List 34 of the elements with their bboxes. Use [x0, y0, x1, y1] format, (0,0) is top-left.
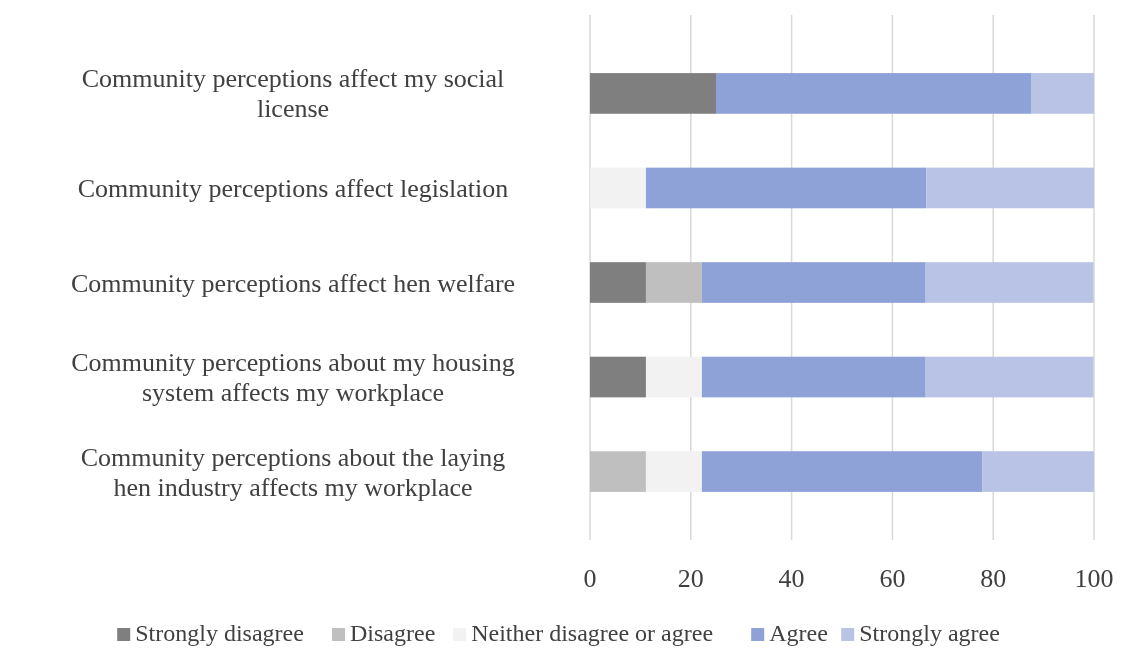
bar: [925, 356, 1094, 398]
legend-label: Neither disagree or agree: [471, 620, 714, 646]
y-tick-label: Community perceptions about my housing system affects my workplace: [71, 348, 515, 408]
legend-label: Strongly disagree: [135, 620, 304, 646]
bar: [590, 356, 646, 398]
x-tick-label: 100: [1074, 564, 1114, 593]
bar: [925, 262, 1094, 303]
bar: [645, 262, 702, 303]
x-tick-label: 20: [677, 564, 704, 593]
x-tick-label: 40: [778, 564, 805, 593]
y-tick-label: Community perceptions about the laying hen industry affects my workplace: [80, 442, 506, 502]
x-tick-label: 60: [879, 564, 906, 593]
bar: [701, 356, 926, 398]
bar: [926, 167, 1094, 209]
x-tick-label: 80: [980, 564, 1007, 593]
bar: [590, 73, 716, 114]
legend-label: Strongly agree: [859, 620, 1000, 646]
bar: [645, 451, 702, 492]
bar: [701, 451, 983, 492]
bar: [590, 262, 646, 303]
y-tick-label: Community perceptions affect hen welfare: [70, 268, 516, 298]
bar: [716, 73, 1031, 114]
y-tick-label: Community perceptions affect legislation: [77, 173, 509, 203]
bar: [982, 451, 1094, 492]
bar: [645, 167, 927, 209]
bar: [645, 356, 702, 398]
x-tick-label: 0: [583, 564, 597, 593]
y-tick-label: Community perceptions affect my social license: [81, 64, 505, 124]
legend-label: Agree: [769, 620, 828, 646]
bar: [590, 451, 646, 492]
bar: [590, 167, 646, 209]
bar: [1031, 73, 1094, 114]
bar: [701, 262, 926, 303]
legend-label: Disagree: [350, 620, 436, 646]
